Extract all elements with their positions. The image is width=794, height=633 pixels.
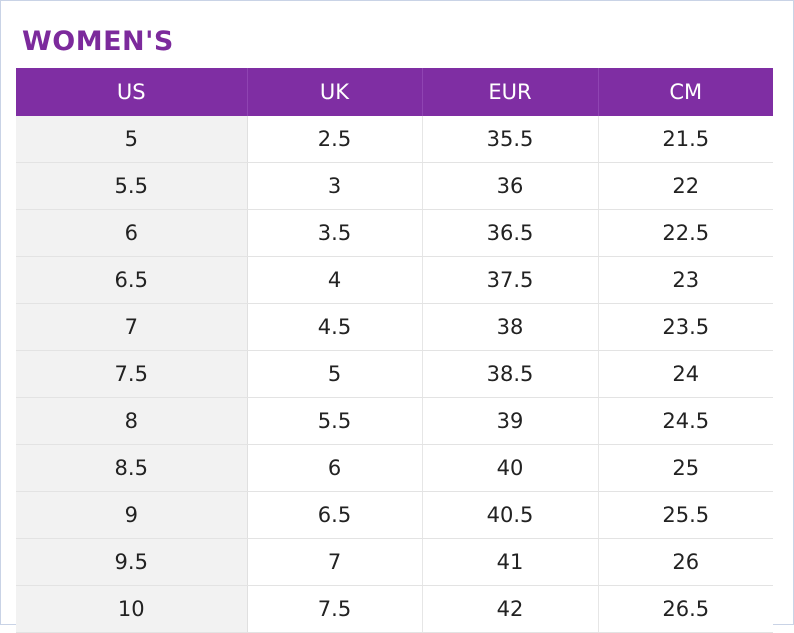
table-row: 7.5 5 38.5 24 bbox=[16, 350, 773, 398]
page-title: WOMEN'S bbox=[22, 26, 174, 57]
cell-cm: 26 bbox=[598, 538, 773, 586]
table-row: 8.5 6 40 25 bbox=[16, 444, 773, 492]
cell-us: 5 bbox=[16, 116, 248, 163]
cell-eur: 39 bbox=[422, 397, 599, 445]
cell-uk: 3 bbox=[247, 162, 423, 210]
table-row: 5 2.5 35.5 21.5 bbox=[16, 116, 773, 163]
column-header-eur: EUR bbox=[422, 68, 599, 116]
cell-uk: 7.5 bbox=[247, 585, 423, 633]
column-header-cm: CM bbox=[598, 68, 773, 116]
cell-cm: 21.5 bbox=[598, 116, 773, 163]
table-header: US UK EUR CM bbox=[16, 68, 773, 116]
cell-eur: 40 bbox=[422, 444, 599, 492]
table-body: 5 2.5 35.5 21.5 5.5 3 36 22 6 3.5 36.5 2… bbox=[16, 116, 773, 633]
cell-us: 9 bbox=[16, 491, 248, 539]
cell-cm: 25.5 bbox=[598, 491, 773, 539]
cell-us: 5.5 bbox=[16, 162, 248, 210]
table-row: 8 5.5 39 24.5 bbox=[16, 397, 773, 445]
table-row: 9.5 7 41 26 bbox=[16, 538, 773, 586]
cell-us: 9.5 bbox=[16, 538, 248, 586]
cell-us: 8 bbox=[16, 397, 248, 445]
table-row: 9 6.5 40.5 25.5 bbox=[16, 491, 773, 539]
cell-us: 10 bbox=[16, 585, 248, 633]
table-row: 5.5 3 36 22 bbox=[16, 162, 773, 210]
cell-us: 6 bbox=[16, 209, 248, 257]
size-chart-table: US UK EUR CM 5 2.5 35.5 21.5 5.5 3 36 22… bbox=[16, 68, 773, 633]
cell-uk: 4 bbox=[247, 256, 423, 304]
cell-us: 7 bbox=[16, 303, 248, 351]
cell-uk: 4.5 bbox=[247, 303, 423, 351]
cell-cm: 23 bbox=[598, 256, 773, 304]
cell-eur: 36 bbox=[422, 162, 599, 210]
cell-uk: 3.5 bbox=[247, 209, 423, 257]
cell-eur: 38.5 bbox=[422, 350, 599, 398]
cell-cm: 22.5 bbox=[598, 209, 773, 257]
cell-uk: 2.5 bbox=[247, 116, 423, 163]
cell-eur: 37.5 bbox=[422, 256, 599, 304]
cell-eur: 38 bbox=[422, 303, 599, 351]
cell-eur: 42 bbox=[422, 585, 599, 633]
table-row: 6.5 4 37.5 23 bbox=[16, 256, 773, 304]
table-row: 7 4.5 38 23.5 bbox=[16, 303, 773, 351]
cell-cm: 24 bbox=[598, 350, 773, 398]
table-row: 10 7.5 42 26.5 bbox=[16, 585, 773, 633]
column-header-uk: UK bbox=[247, 68, 423, 116]
cell-uk: 5 bbox=[247, 350, 423, 398]
cell-cm: 22 bbox=[598, 162, 773, 210]
table-row: 6 3.5 36.5 22.5 bbox=[16, 209, 773, 257]
cell-cm: 23.5 bbox=[598, 303, 773, 351]
cell-us: 6.5 bbox=[16, 256, 248, 304]
cell-cm: 24.5 bbox=[598, 397, 773, 445]
header-row: US UK EUR CM bbox=[16, 68, 773, 116]
cell-eur: 36.5 bbox=[422, 209, 599, 257]
cell-cm: 25 bbox=[598, 444, 773, 492]
cell-us: 8.5 bbox=[16, 444, 248, 492]
cell-uk: 6.5 bbox=[247, 491, 423, 539]
cell-cm: 26.5 bbox=[598, 585, 773, 633]
cell-eur: 41 bbox=[422, 538, 599, 586]
cell-eur: 40.5 bbox=[422, 491, 599, 539]
cell-eur: 35.5 bbox=[422, 116, 599, 163]
column-header-us: US bbox=[16, 68, 248, 116]
cell-us: 7.5 bbox=[16, 350, 248, 398]
cell-uk: 5.5 bbox=[247, 397, 423, 445]
cell-uk: 6 bbox=[247, 444, 423, 492]
cell-uk: 7 bbox=[247, 538, 423, 586]
